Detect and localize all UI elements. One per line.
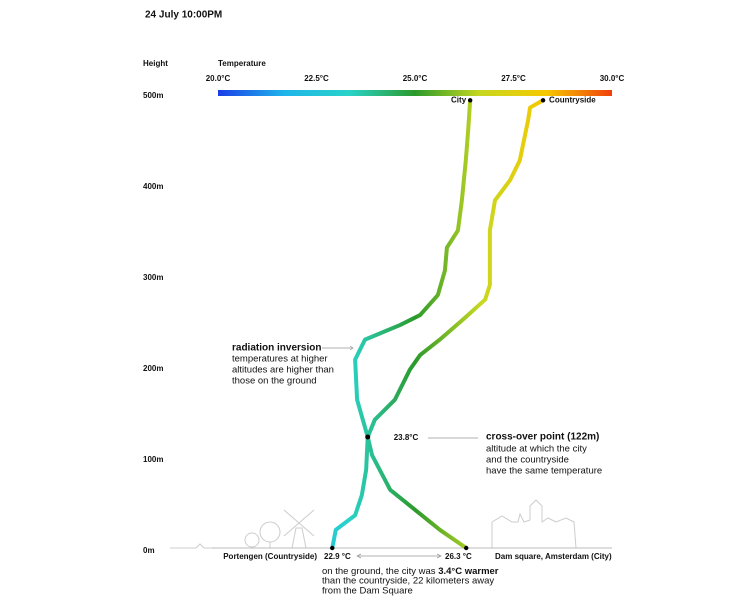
ground-temp: 22.9 °C [324, 552, 351, 561]
y-tick-label: 0m [143, 546, 155, 555]
series-line [330, 98, 546, 550]
x-axis-label: Temperature [218, 59, 266, 68]
y-tick-label: 300m [143, 273, 163, 282]
arrows [322, 345, 478, 559]
ground-note-text: on the ground, the city was [322, 566, 438, 577]
annotation-text: altitude at which the city [486, 443, 587, 454]
chart-title: 24 July 10:00PM [145, 10, 222, 21]
y-tick-label: 100m [143, 455, 163, 464]
y-tick-label: 400m [143, 182, 163, 191]
annotation-text: temperatures at higher [232, 354, 328, 365]
ground-label: Dam square, Amsterdam (City) [495, 552, 612, 561]
x-tick-label: 30.0°C [600, 74, 625, 83]
crossover-point [365, 434, 371, 440]
y-axis-label: Height [143, 59, 168, 68]
annotation-text: altitudes are higher than [232, 365, 334, 376]
colorbar [218, 90, 612, 96]
x-tick-label: 27.5°C [501, 74, 526, 83]
series-label: Countryside [549, 95, 596, 104]
ground-note: than the countryside, 22 kilometers away [322, 576, 494, 587]
end-point [467, 98, 473, 103]
end-point [464, 545, 469, 551]
ground-note: from the Dam Square [322, 586, 413, 597]
annotation-title: cross-over point (122m) [486, 432, 599, 443]
ground-note-bold: 3.4°C warmer [438, 566, 499, 577]
series-label: City [451, 95, 467, 104]
ground-temp: 26.3 °C [445, 552, 472, 561]
x-tick-label: 25.0°C [403, 74, 428, 83]
y-tick-label: 500m [143, 91, 163, 100]
annotation-text: have the same temperature [486, 465, 602, 476]
annotation-text: those on the ground [232, 376, 317, 387]
x-tick-label: 20.0°C [206, 74, 231, 83]
annotation-title: radiation inversion [232, 343, 321, 354]
ground-label: Portengen (Countryside) [223, 552, 317, 561]
series-line [353, 98, 473, 550]
x-tick-label: 22.5°C [304, 74, 329, 83]
end-point [330, 545, 335, 551]
landscape [170, 499, 577, 549]
ground-note: on the ground, the city was 3.4°C warmer [322, 566, 499, 577]
end-point [540, 98, 546, 103]
annotation-text: and the countryside [486, 454, 569, 465]
crossover-value: 23.8°C [394, 433, 419, 442]
y-tick-label: 200m [143, 364, 163, 373]
